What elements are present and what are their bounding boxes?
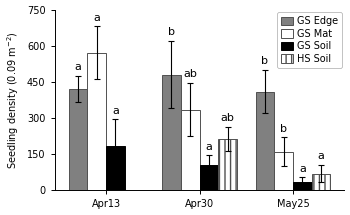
Bar <box>87 53 106 190</box>
Text: a: a <box>205 142 212 152</box>
Bar <box>256 92 274 190</box>
Text: b: b <box>168 27 175 37</box>
Bar <box>312 174 330 190</box>
Bar <box>199 165 218 190</box>
Text: a: a <box>299 164 306 174</box>
Bar <box>274 152 293 190</box>
Text: a: a <box>93 13 100 23</box>
Text: b: b <box>280 124 287 134</box>
Bar <box>293 182 312 190</box>
Text: a: a <box>112 106 119 116</box>
Y-axis label: Seedling density (0.09 m$^{-2}$): Seedling density (0.09 m$^{-2}$) <box>6 31 21 169</box>
Legend: GS Edge, GS Mat, GS Soil, HS Soil: GS Edge, GS Mat, GS Soil, HS Soil <box>277 12 342 68</box>
Bar <box>106 146 125 190</box>
Bar <box>218 139 237 190</box>
Text: b: b <box>261 56 268 66</box>
Bar <box>181 110 200 190</box>
Bar <box>162 75 181 190</box>
Bar <box>69 89 87 190</box>
Text: ab: ab <box>220 113 234 123</box>
Text: a: a <box>318 152 324 161</box>
Text: ab: ab <box>183 69 197 80</box>
Text: a: a <box>75 62 82 72</box>
